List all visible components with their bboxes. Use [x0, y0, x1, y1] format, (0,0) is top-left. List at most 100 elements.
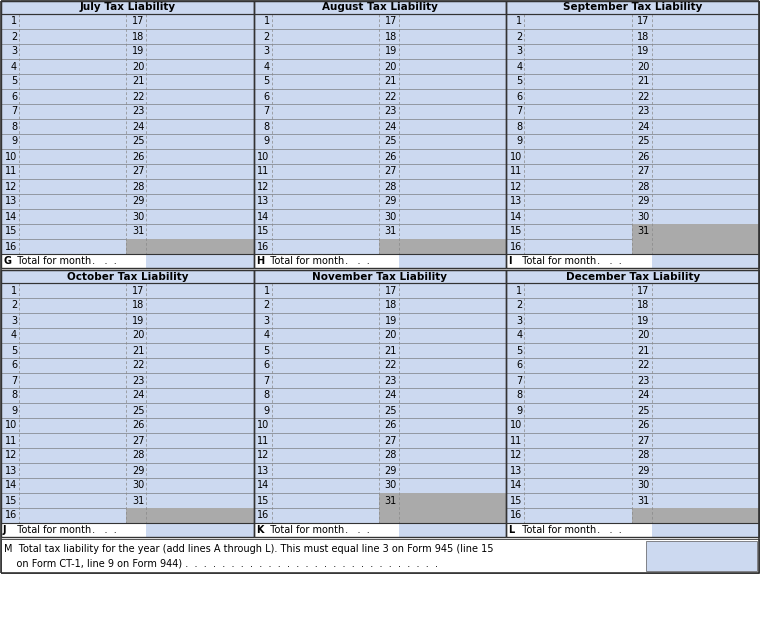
Bar [254, 358, 506, 373]
Text: 17: 17 [132, 17, 144, 26]
Text: H: H [255, 256, 264, 266]
Bar [1, 539, 759, 573]
Bar [651, 523, 759, 537]
Text: J: J [3, 525, 7, 535]
Text: 15: 15 [510, 227, 522, 237]
Bar [506, 119, 759, 134]
Text: 10: 10 [510, 152, 522, 161]
Bar [254, 463, 506, 478]
Text: 29: 29 [132, 196, 144, 207]
Bar [1, 89, 254, 104]
Bar [254, 194, 506, 209]
Text: 10: 10 [258, 152, 270, 161]
Text: 1: 1 [11, 285, 17, 296]
Text: 11: 11 [510, 435, 522, 445]
Text: 25: 25 [385, 406, 397, 415]
Text: 8: 8 [516, 122, 522, 131]
Bar [379, 239, 506, 254]
Bar [506, 463, 759, 478]
Text: 19: 19 [132, 316, 144, 326]
Text: 11: 11 [258, 166, 270, 177]
Text: 3: 3 [516, 47, 522, 56]
Text: 21: 21 [132, 346, 144, 355]
Text: 26: 26 [638, 420, 650, 431]
Text: 7: 7 [264, 106, 270, 116]
Bar [1, 508, 254, 523]
Bar [506, 44, 759, 59]
Text: 9: 9 [516, 406, 522, 415]
Text: 25: 25 [131, 406, 144, 415]
Text: 31: 31 [638, 495, 650, 506]
Text: 29: 29 [638, 465, 650, 476]
Text: 8: 8 [11, 122, 17, 131]
Text: 31: 31 [385, 227, 397, 237]
Text: September Tax Liability: September Tax Liability [563, 3, 702, 13]
Text: 28: 28 [385, 182, 397, 191]
Text: 15: 15 [5, 495, 17, 506]
Text: Total for month: Total for month [11, 256, 91, 266]
Bar [632, 508, 759, 523]
Text: 19: 19 [638, 47, 650, 56]
Text: 1: 1 [516, 17, 522, 26]
Text: 13: 13 [258, 196, 270, 207]
Text: Total for month: Total for month [516, 256, 597, 266]
Text: 15: 15 [258, 495, 270, 506]
Text: 22: 22 [385, 360, 397, 371]
Bar [1, 104, 254, 119]
Text: 8: 8 [264, 122, 270, 131]
Text: 5: 5 [264, 77, 270, 86]
Bar [506, 149, 759, 164]
Text: 13: 13 [510, 465, 522, 476]
Text: Total for month: Total for month [264, 525, 344, 535]
Bar [254, 373, 506, 388]
Text: 27: 27 [131, 435, 144, 445]
Text: 20: 20 [132, 330, 144, 340]
Text: 24: 24 [385, 122, 397, 131]
Bar [506, 239, 759, 254]
Text: 26: 26 [132, 152, 144, 161]
Bar [254, 523, 506, 537]
Bar [506, 448, 759, 463]
Text: 18: 18 [132, 301, 144, 310]
Text: 17: 17 [385, 285, 397, 296]
Text: on Form CT-1, line 9 on Form 944) .  .  .  .  .  .  .  .  .  .  .  .  .  .  .  .: on Form CT-1, line 9 on Form 944) . . . … [4, 558, 438, 568]
Text: 15: 15 [258, 227, 270, 237]
Bar [254, 224, 506, 239]
Bar [254, 149, 506, 164]
Bar [399, 523, 506, 537]
Text: 11: 11 [5, 166, 17, 177]
Text: 3: 3 [11, 316, 17, 326]
Bar [506, 74, 759, 89]
Bar [1, 209, 254, 224]
Text: 3: 3 [11, 47, 17, 56]
Text: 1: 1 [264, 17, 270, 26]
Text: 30: 30 [385, 481, 397, 490]
Text: 29: 29 [385, 196, 397, 207]
Text: 16: 16 [5, 241, 17, 252]
Text: 30: 30 [132, 211, 144, 221]
Bar [506, 270, 759, 283]
Text: G: G [3, 256, 11, 266]
Text: 28: 28 [132, 182, 144, 191]
Bar [1, 194, 254, 209]
Text: 31: 31 [638, 227, 650, 237]
Text: 11: 11 [258, 435, 270, 445]
Text: 17: 17 [638, 285, 650, 296]
Bar [1, 239, 254, 254]
Text: 20: 20 [385, 61, 397, 72]
Text: 21: 21 [638, 346, 650, 355]
Bar [506, 328, 759, 343]
Bar [254, 508, 506, 523]
Text: 20: 20 [638, 330, 650, 340]
Text: 14: 14 [258, 481, 270, 490]
Text: 23: 23 [385, 106, 397, 116]
Bar [506, 283, 759, 298]
Text: 31: 31 [385, 495, 397, 506]
Text: Total for month: Total for month [11, 525, 91, 535]
Text: 8: 8 [264, 390, 270, 401]
Bar [254, 254, 506, 268]
Text: 23: 23 [132, 376, 144, 385]
Text: 2: 2 [11, 31, 17, 42]
Text: 7: 7 [264, 376, 270, 385]
Text: 9: 9 [11, 406, 17, 415]
